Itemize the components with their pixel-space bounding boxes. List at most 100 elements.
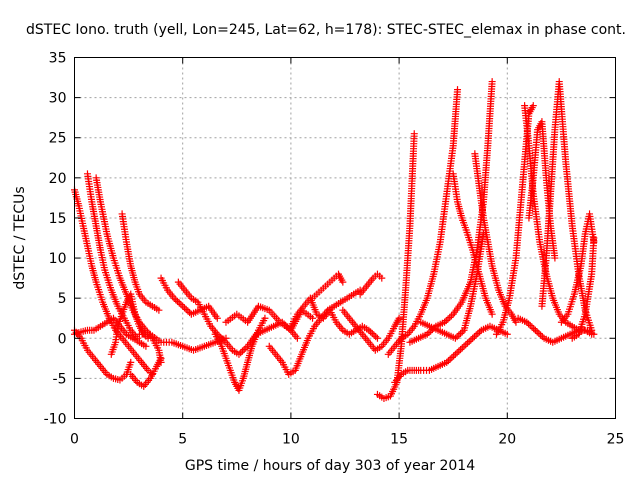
- marker: [123, 340, 131, 348]
- marker: [483, 236, 491, 244]
- marker: [394, 316, 402, 324]
- marker: [487, 308, 495, 316]
- marker: [92, 276, 100, 284]
- marker: [368, 329, 376, 337]
- marker: [126, 361, 134, 369]
- marker: [498, 321, 506, 329]
- marker: [526, 321, 534, 329]
- marker: [530, 325, 538, 333]
- y-tick-label: 20: [49, 171, 67, 187]
- marker: [111, 341, 119, 349]
- marker: [538, 333, 546, 341]
- marker: [350, 328, 358, 336]
- marker: [94, 324, 102, 332]
- marker: [106, 284, 114, 292]
- marker: [389, 344, 397, 352]
- y-tick-label: 0: [58, 331, 67, 347]
- marker: [384, 393, 392, 401]
- series-arc-32: [568, 234, 598, 342]
- marker: [363, 336, 371, 344]
- marker: [389, 325, 397, 333]
- marker: [117, 313, 125, 321]
- x-tick-label: 15: [390, 432, 408, 448]
- marker: [357, 328, 365, 336]
- marker: [216, 340, 224, 348]
- x-tick-label: 20: [498, 432, 516, 448]
- marker: [240, 346, 248, 354]
- marker: [442, 317, 450, 325]
- marker: [576, 264, 584, 272]
- marker: [312, 308, 320, 316]
- marker: [289, 368, 297, 376]
- marker: [415, 313, 423, 321]
- marker: [136, 356, 144, 364]
- marker: [116, 332, 124, 340]
- marker: [220, 337, 228, 345]
- marker: [402, 332, 410, 340]
- marker: [122, 288, 130, 296]
- marker: [564, 331, 572, 339]
- marker: [130, 276, 138, 284]
- marker: [306, 313, 314, 321]
- marker: [227, 344, 235, 352]
- y-axis-label: dSTEC / TECUs: [12, 186, 28, 289]
- marker: [444, 357, 452, 365]
- marker: [383, 336, 391, 344]
- marker: [423, 321, 431, 329]
- marker: [132, 332, 140, 340]
- marker: [98, 296, 106, 304]
- marker: [209, 339, 217, 347]
- marker: [468, 244, 476, 252]
- marker: [341, 296, 349, 304]
- marker: [535, 329, 543, 337]
- marker: [96, 244, 104, 252]
- marker: [180, 304, 188, 312]
- marker: [100, 264, 108, 272]
- marker: [162, 284, 170, 292]
- marker: [292, 313, 300, 321]
- marker: [243, 361, 251, 369]
- marker: [82, 344, 90, 352]
- marker: [102, 228, 110, 236]
- marker: [450, 352, 458, 360]
- marker: [110, 324, 118, 332]
- marker: [122, 301, 130, 309]
- marker: [87, 260, 95, 268]
- marker: [311, 292, 319, 300]
- marker: [199, 308, 207, 316]
- marker: [368, 276, 376, 284]
- marker: [331, 316, 339, 324]
- marker: [151, 365, 159, 373]
- marker: [441, 329, 449, 337]
- x-axis-label: GPS time / hours of day 303 of year 2014: [185, 458, 475, 474]
- marker: [453, 195, 461, 203]
- marker: [372, 333, 380, 341]
- marker: [126, 260, 134, 268]
- grid-lines: [74, 57, 616, 419]
- marker: [555, 335, 563, 343]
- y-tick-label: 10: [49, 251, 67, 267]
- marker: [107, 316, 115, 324]
- marker: [135, 320, 143, 328]
- marker: [512, 257, 520, 265]
- marker: [528, 323, 536, 331]
- marker: [533, 128, 541, 136]
- y-axis-ticks: -10 -5 0 5 10 15 20 25 30 35: [44, 51, 616, 428]
- marker: [396, 336, 404, 344]
- data-point: [373, 334, 381, 342]
- marker: [500, 300, 508, 308]
- marker: [335, 300, 343, 308]
- marker: [396, 372, 404, 380]
- marker: [92, 220, 100, 228]
- marker: [562, 312, 570, 320]
- marker: [458, 344, 466, 352]
- marker: [488, 80, 496, 88]
- marker: [521, 317, 529, 325]
- series-arc-11: [174, 278, 301, 358]
- marker: [501, 329, 509, 337]
- marker: [573, 332, 581, 340]
- series-arc-21: [384, 86, 462, 358]
- marker: [153, 305, 161, 313]
- y-tick-label: 5: [58, 291, 67, 307]
- series-arc-04: [83, 170, 141, 342]
